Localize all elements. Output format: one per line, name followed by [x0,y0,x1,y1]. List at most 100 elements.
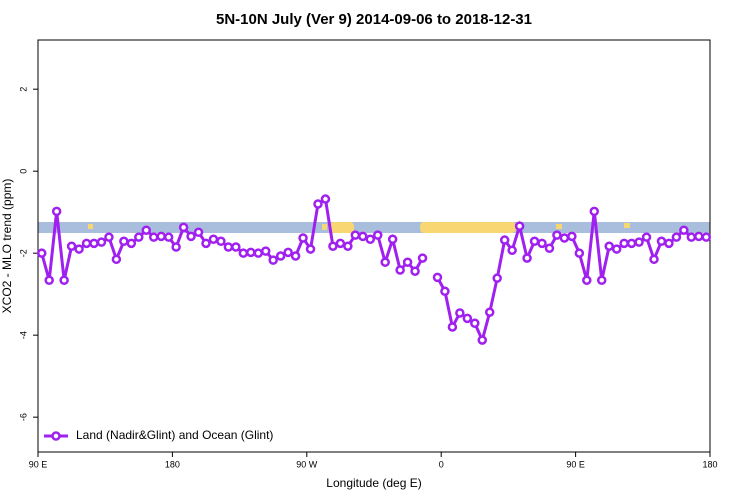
data-point [126,238,137,249]
data-point [320,194,331,204]
y-axis-label: XCO2 - MLO trend (ppm) [0,179,14,314]
data-point [455,308,465,318]
x-tick-label: 90 W [296,459,318,469]
x-tick-label: 180 [702,459,717,469]
data-point [104,232,114,242]
data-point [410,266,420,276]
data-point [201,238,211,249]
data-point [89,238,99,249]
series-line [40,196,707,345]
data-point [193,227,204,238]
data-point [148,232,159,242]
data-point [283,247,293,258]
data-point [335,238,346,249]
data-point [246,247,256,258]
data-point [611,244,622,254]
data-point [417,253,428,263]
data-point [290,251,301,261]
data-point [694,231,704,242]
data-point [522,253,532,263]
data-point [596,275,607,285]
data-point [537,238,547,249]
data-point [253,248,264,258]
data-point [470,318,480,329]
data-point [141,225,152,235]
data-point [402,257,413,267]
data-point [260,246,271,256]
data-point [462,313,473,324]
data-point [664,238,674,249]
y-tick-label: -2 [18,249,28,257]
data-point [365,234,376,244]
x-tick-label: 90 E [29,459,48,469]
data-point [216,236,226,247]
data-point [238,248,249,258]
data-point [275,251,286,261]
x-tick-label: 0 [439,459,444,469]
data-point [514,221,525,231]
data-point [492,273,502,283]
data-point [343,241,353,251]
y-tick-label: -4 [18,331,28,339]
data-point [641,232,652,242]
map-strip [38,222,710,233]
legend-marker [51,431,61,441]
y-tick-label: 2 [18,87,28,92]
x-axis-label: Longitude (deg E) [326,476,421,490]
data-point [328,241,338,251]
data-point [701,232,712,242]
data-point [350,230,361,240]
data-point [686,232,697,242]
data-point [298,233,308,243]
data-point [74,244,84,254]
data-point [507,245,517,256]
data-point [178,222,189,233]
data-point [589,206,600,217]
data-point [111,254,122,265]
data-point [358,231,368,242]
data-point [59,275,69,285]
data-point [36,248,47,258]
data-point [656,236,667,247]
data-point [372,230,383,240]
data-point [679,225,689,235]
data-point [559,233,570,243]
data-point [134,232,144,242]
data-point [305,244,316,254]
data-point [626,238,637,249]
plot-frame [37,39,711,453]
y-tick-label: 0 [18,169,28,174]
data-point [66,241,77,251]
data-point [499,235,510,245]
chart-title: 5N-10N July (Ver 9) 2014-09-06 to 2018-1… [216,11,532,28]
data-point [163,232,174,242]
data-point [671,232,682,242]
data-point [484,307,495,317]
data-point [395,265,405,275]
data-point [380,257,390,267]
data-point [574,248,585,258]
data-point [96,237,107,247]
data-point [544,243,555,254]
data-point [186,231,196,242]
data-point [313,199,323,209]
data-point [529,236,540,247]
data-point [447,322,458,332]
data-point [51,206,62,217]
y-tick-label: -6 [18,413,28,421]
data-point [268,255,278,265]
data-point [44,275,54,285]
data-point [634,237,644,247]
data-point [223,242,234,252]
data-point [477,335,488,345]
data-point [552,230,562,240]
data-point [208,234,219,244]
data-point [649,254,659,265]
data-point [582,275,592,285]
data-point [156,231,166,242]
data-point [604,241,614,251]
data-point [619,238,629,249]
data-point [119,236,129,247]
data-point [171,242,181,252]
